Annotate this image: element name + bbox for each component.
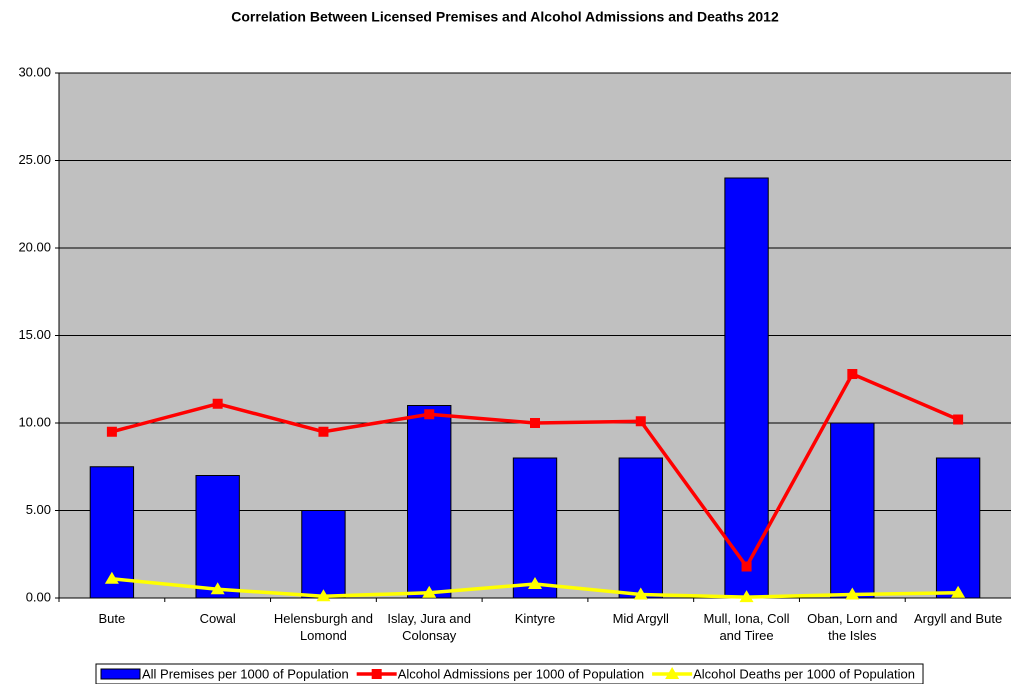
line-marker: [953, 414, 964, 425]
y-tick-label: 0.00: [26, 589, 51, 604]
bar: [195, 475, 240, 599]
line-marker: [847, 369, 858, 379]
chart-title: Correlation Between Licensed Premises an…: [231, 9, 779, 25]
x-tick-label: Helensburgh and Lomond: [273, 611, 373, 643]
x-tick-label: Cowal: [199, 611, 236, 626]
line-marker: [633, 587, 648, 600]
x-tick-label: Kintyre: [514, 611, 556, 626]
y-tick-label: 5.00: [26, 502, 51, 517]
line-marker: [951, 585, 966, 598]
x-tick-label: Mull, Iona, Coll and Tiree: [703, 611, 790, 643]
legend-key: [100, 668, 141, 680]
y-tick-label: 10.00: [18, 414, 51, 429]
legend-label: All Premises per 1000 of Population: [142, 666, 349, 681]
bar: [830, 422, 875, 599]
line-marker: [422, 585, 437, 598]
legend-box: [95, 663, 924, 684]
line-marker: [530, 418, 540, 428]
y-tick-label: 15.00: [18, 327, 51, 342]
line-marker: [424, 409, 435, 420]
bar: [935, 457, 981, 599]
bar: [512, 457, 558, 599]
x-tick-label: Mid Argyll: [612, 611, 669, 626]
y-tick-label: 30.00: [18, 64, 51, 79]
line-marker: [528, 577, 542, 589]
line-marker: [318, 426, 329, 437]
line-marker: [210, 582, 225, 595]
x-tick-label: Bute: [98, 611, 126, 626]
legend-key-marker: [665, 667, 680, 679]
line-marker: [212, 398, 223, 409]
line-marker: [635, 416, 646, 427]
bar: [618, 457, 663, 599]
x-tick-label: Islay, Jura and Colonsay: [387, 611, 472, 643]
x-tick-label: Oban, Lorn and the Isles: [807, 611, 898, 643]
line-marker: [316, 589, 331, 602]
y-tick-label: 25.00: [18, 152, 51, 167]
line-marker: [741, 561, 752, 572]
line-marker: [845, 587, 860, 600]
bar: [301, 510, 346, 599]
line-marker: [104, 571, 119, 584]
legend-label: Alcohol Admissions per 1000 of Populatio…: [398, 666, 644, 681]
legend-label: Alcohol Deaths per 1000 of Population: [693, 666, 915, 681]
bar: [724, 177, 769, 599]
legend-key-marker: [371, 669, 382, 679]
legend: All Premises per 1000 of Population Alcoh…: [95, 663, 924, 684]
line-marker: [106, 426, 117, 437]
bar: [407, 405, 452, 599]
line-marker: [739, 590, 754, 603]
x-tick-label: Argyll and Bute: [914, 611, 1003, 626]
y-tick-label: 20.00: [18, 239, 51, 254]
